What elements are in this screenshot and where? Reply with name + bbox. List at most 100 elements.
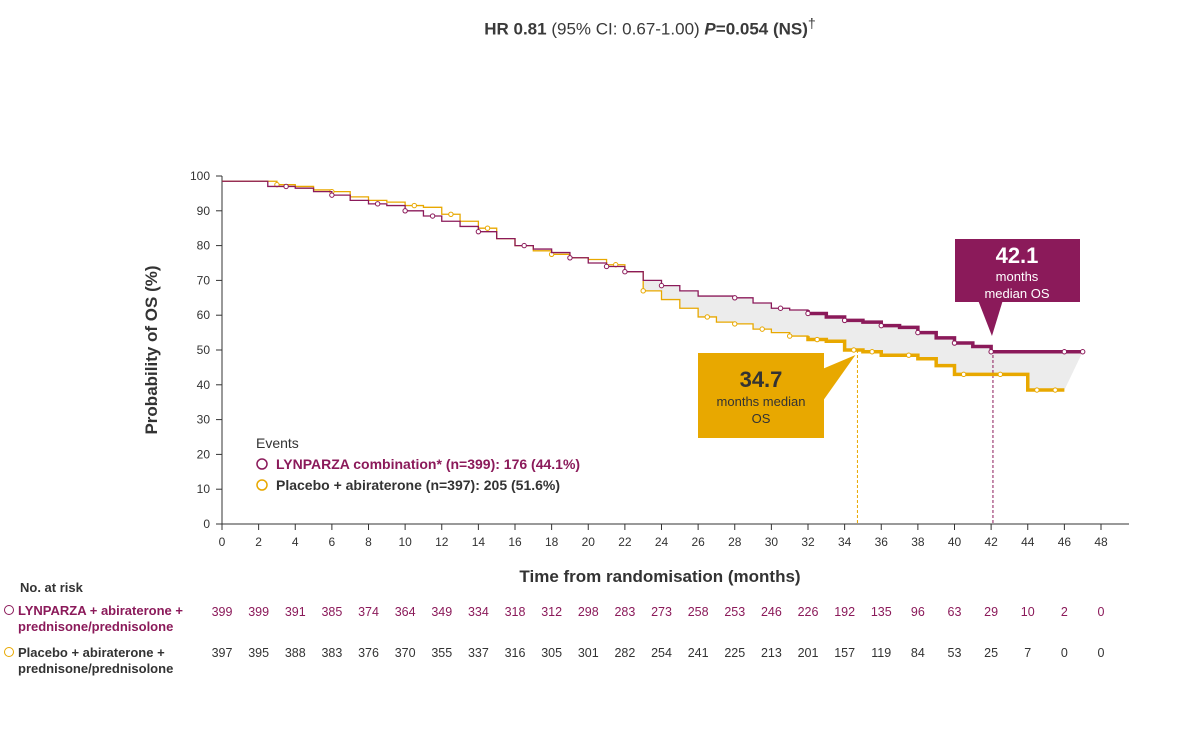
at-risk-label-lynparza: LYNPARZA + abiraterone + prednisone/pred…: [4, 603, 183, 635]
placebo-at-risk-value: 376: [358, 646, 379, 660]
x-tick-label-2: 2: [255, 535, 262, 549]
x-tick-label-20: 20: [582, 535, 596, 549]
lynparza-censor-mark: [915, 329, 921, 336]
lynparza-at-risk-value: 312: [541, 605, 562, 619]
x-tick-label-48: 48: [1094, 535, 1108, 549]
legend-title: Events: [256, 435, 299, 451]
lynparza-censor-mark: [475, 228, 482, 235]
lynparza-curve: [222, 180, 809, 314]
lynparza-at-risk-value: 385: [321, 605, 342, 619]
placebo-censor-mark: [786, 333, 793, 339]
placebo-median-text-line1: months median: [717, 394, 806, 409]
placebo-censor-mark: [448, 211, 454, 217]
placebo-at-risk-value: 282: [614, 646, 635, 660]
x-tick-label-10: 10: [398, 535, 412, 549]
at-risk-placebo-line1: Placebo + abiraterone +: [18, 645, 165, 660]
x-tick-label-44: 44: [1021, 535, 1035, 549]
x-tick-label-16: 16: [508, 535, 522, 549]
lynparza-censor-mark: [988, 349, 994, 355]
lynparza-at-risk-value: 2: [1061, 605, 1068, 619]
lynparza-at-risk-value: 253: [724, 605, 745, 619]
lynparza-censor-mark: [658, 282, 665, 289]
placebo-at-risk-value: 241: [688, 646, 709, 660]
lynparza-at-risk-value: 399: [212, 605, 233, 619]
lynparza-censor-mark: [429, 213, 436, 219]
lynparza-at-risk-value: 349: [431, 605, 452, 619]
y-tick-label-50: 50: [197, 343, 211, 357]
placebo-at-risk-value: 370: [395, 646, 416, 660]
y-tick-label-20: 20: [197, 447, 211, 461]
placebo-at-risk-value: 337: [468, 646, 489, 660]
x-tick-label-32: 32: [801, 535, 815, 549]
placebo-censor-mark: [732, 321, 738, 327]
lynparza-censor-mark: [374, 201, 381, 207]
x-tick-label-0: 0: [219, 535, 226, 549]
lynparza-at-risk-value: 258: [688, 605, 709, 619]
placebo-at-risk-value: 316: [505, 646, 526, 660]
placebo-censor-mark: [960, 371, 967, 378]
x-tick-label-14: 14: [472, 535, 486, 549]
x-tick-label-30: 30: [765, 535, 779, 549]
lynparza-censor-mark: [603, 263, 610, 270]
lynparza-at-risk-value: 364: [395, 605, 416, 619]
hr-label: HR 0.81: [484, 19, 547, 39]
placebo-at-risk-value: 355: [431, 646, 452, 660]
y-tick-label-90: 90: [197, 204, 211, 218]
y-tick-label-0: 0: [203, 517, 210, 531]
lynparza-censor-mark: [622, 269, 628, 275]
legend-placebo-marker: [256, 479, 268, 491]
placebo-at-risk-value: 7: [1024, 646, 1031, 660]
placebo-censor-mark: [814, 336, 820, 343]
x-tick-label-4: 4: [292, 535, 299, 549]
x-tick-label-28: 28: [728, 535, 742, 549]
difference-shading: [624, 264, 1083, 391]
placebo-at-risk-value: 25: [984, 646, 998, 660]
lynparza-at-risk-value: 0: [1098, 605, 1105, 619]
placebo-at-risk-value: 301: [578, 646, 599, 660]
lynparza-at-risk-value: 298: [578, 605, 599, 619]
x-tick-label-26: 26: [691, 535, 705, 549]
placebo-censor-mark: [640, 288, 646, 294]
placebo-at-risk-value: 0: [1098, 646, 1105, 660]
y-tick-label-10: 10: [197, 482, 211, 496]
placebo-censor-mark: [704, 314, 710, 320]
lynparza-at-risk-value: 10: [1021, 605, 1035, 619]
placebo-at-risk-value: 225: [724, 646, 745, 660]
at-risk-label-placebo: Placebo + abiraterone + prednisone/predn…: [4, 645, 173, 677]
p-label: P: [704, 19, 716, 39]
p-value: =0.054 (NS): [715, 19, 808, 39]
lynparza-censor-mark: [402, 208, 408, 214]
placebo-at-risk-value: 388: [285, 646, 306, 660]
placebo-censor-mark: [759, 326, 765, 332]
lynparza-censor-mark: [732, 295, 738, 301]
lynparza-at-risk-value: 63: [948, 605, 962, 619]
y-tick-label-70: 70: [197, 273, 211, 287]
lynparza-censor-mark: [878, 322, 884, 329]
x-tick-label-6: 6: [329, 535, 336, 549]
lynparza-circle-icon: [4, 605, 14, 615]
placebo-censor-mark: [906, 352, 912, 358]
lynparza-median-text-line2: median OS: [984, 286, 1049, 301]
placebo-censor-mark: [1052, 387, 1058, 393]
placebo-censor-mark: [851, 347, 857, 353]
lynparza-median-callout-pointer: [977, 300, 1003, 336]
x-axis-label: Time from randomisation (months): [519, 567, 800, 586]
at-risk-lynparza-line1: LYNPARZA + abiraterone +: [18, 603, 183, 618]
y-tick-label-40: 40: [197, 378, 211, 392]
placebo-at-risk-value: 213: [761, 646, 782, 660]
placebo-censor-mark: [1034, 387, 1040, 393]
placebo-censor-mark: [484, 225, 491, 231]
lynparza-at-risk-value: 226: [798, 605, 819, 619]
at-risk-placebo-line2: prednisone/prednisolone: [18, 661, 174, 676]
y-tick-label-30: 30: [197, 413, 211, 427]
placebo-circle-icon: [4, 647, 14, 657]
placebo-at-risk-value: 53: [948, 646, 962, 660]
at-risk-lynparza-line2: prednisone/prednisolone: [18, 619, 174, 634]
x-tick-label-34: 34: [838, 535, 852, 549]
x-tick-label-42: 42: [984, 535, 998, 549]
x-tick-label-8: 8: [365, 535, 372, 549]
placebo-at-risk-value: 119: [871, 646, 891, 660]
lynparza-at-risk-value: 246: [761, 605, 782, 619]
placebo-at-risk-value: 201: [798, 646, 819, 660]
